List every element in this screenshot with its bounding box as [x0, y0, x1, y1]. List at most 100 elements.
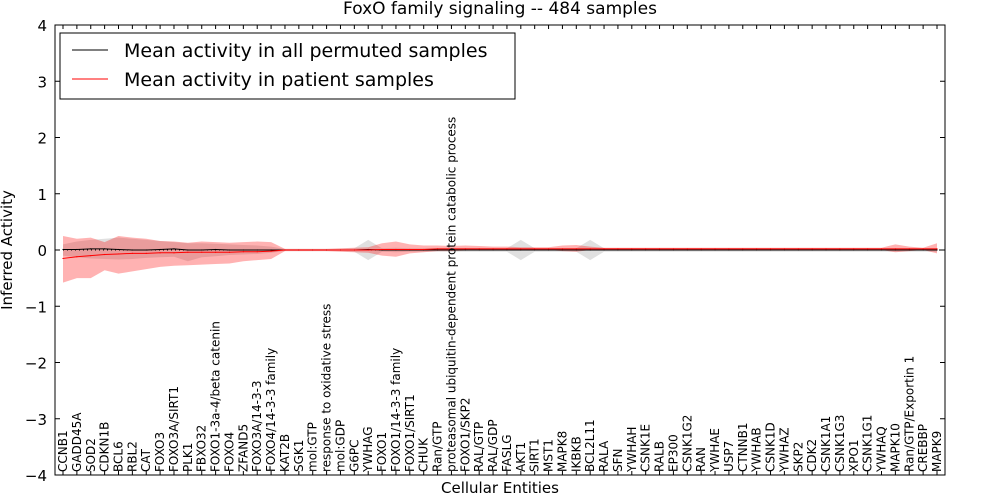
point-series-0-10 [201, 249, 203, 251]
point-series-1-8 [173, 252, 175, 254]
point-series-0-13 [242, 249, 244, 251]
x-tick-label: SOD2 [84, 438, 98, 472]
x-tick-label: CCNB1 [56, 430, 70, 472]
point-series-1-45 [686, 248, 688, 250]
point-series-0-55 [825, 249, 827, 251]
point-series-1-26 [423, 248, 425, 251]
point-series-1-24 [395, 248, 397, 251]
point-series-1-35 [547, 248, 550, 250]
point-series-1-20 [339, 249, 342, 251]
point-series-1-19 [325, 249, 328, 251]
y-tick-label: 1 [37, 186, 47, 204]
y-tick-label: −3 [25, 411, 47, 429]
y-tick-label: 2 [37, 130, 47, 148]
point-series-1-28 [450, 248, 453, 250]
point-series-0-62 [922, 249, 924, 251]
point-series-0-11 [215, 248, 217, 251]
point-series-1-55 [825, 248, 827, 250]
x-tick-label: FOXO3A/SIRT1 [167, 386, 181, 472]
x-tick-label: BCL6 [111, 441, 125, 472]
point-series-0-12 [228, 249, 231, 251]
line-series-0 [63, 248, 937, 251]
point-series-1-17 [298, 249, 300, 251]
x-tick-label: MAPK10 [888, 423, 902, 472]
point-series-0-47 [714, 249, 716, 251]
point-series-0-54 [811, 249, 813, 251]
x-axis-ticks: CCNB1 GADD45A SOD2 CDKN1B BCL6 RBL2 CAT FOXO3 FO… [56, 25, 944, 475]
point-series-0-61 [908, 249, 910, 251]
x-tick-label: BCL2L11 [583, 419, 597, 472]
point-series-1-32 [506, 248, 508, 250]
point-series-0-37 [575, 249, 577, 251]
x-tick-label: FBXO32 [195, 425, 209, 472]
point-series-1-56 [839, 248, 841, 250]
x-tick-label: CREBBP [916, 424, 930, 472]
point-series-0-42 [645, 249, 647, 251]
point-series-0-53 [797, 249, 799, 251]
point-series-0-1 [76, 248, 78, 251]
point-series-0-51 [769, 249, 772, 251]
point-series-1-37 [575, 248, 577, 250]
point-series-1-10 [201, 251, 203, 253]
x-tick-label: PLK1 [181, 443, 195, 472]
point-series-0-33 [520, 249, 522, 251]
x-tick-label: SGK1 [292, 440, 306, 472]
point-series-0-48 [728, 249, 730, 251]
point-series-1-2 [90, 255, 92, 257]
point-series-0-46 [700, 249, 702, 251]
x-tick-label: FOXO1/14-3-3 family [389, 348, 403, 472]
x-tick-label: EP300 [666, 434, 680, 472]
point-series-0-34 [534, 249, 536, 251]
x-tick-label: SFN [611, 449, 625, 473]
point-series-1-53 [797, 248, 799, 250]
point-series-1-3 [104, 253, 106, 256]
x-tick-label: Ran/GTP [431, 421, 445, 472]
point-series-0-15 [270, 249, 272, 251]
x-tick-label: FOXO4/14-3-3 family [264, 348, 278, 472]
band-series-1 [63, 235, 937, 283]
point-series-0-44 [672, 249, 675, 251]
x-tick-label: mol:GDP [333, 420, 347, 472]
point-series-1-7 [159, 252, 161, 254]
x-tick-label: MAPK8 [555, 431, 569, 472]
point-series-0-4 [117, 248, 120, 251]
point-series-0-7 [159, 248, 161, 251]
band-series-0 [63, 237, 937, 262]
y-tick-label: 4 [37, 17, 47, 35]
x-tick-label: RBL2 [125, 441, 139, 472]
x-tick-label: FOXO1-3a-4/beta catenin [209, 321, 223, 472]
point-series-1-40 [617, 248, 619, 250]
point-series-0-27 [436, 249, 439, 251]
point-series-1-36 [561, 248, 564, 250]
point-series-1-0 [62, 257, 64, 260]
x-tick-label: RAL/GDP [486, 419, 500, 472]
point-series-0-63 [936, 249, 938, 251]
point-series-0-50 [756, 249, 758, 251]
point-series-1-21 [353, 249, 355, 251]
point-series-0-45 [686, 249, 688, 251]
x-tick-label: RAL/GTP [472, 422, 486, 472]
x-tick-label: CHUK [417, 437, 431, 472]
x-tick-label: MST1 [542, 439, 556, 472]
x-tick-label: YWHAG [361, 426, 375, 473]
point-series-1-54 [811, 248, 813, 250]
x-tick-label: USP7 [722, 441, 736, 472]
point-series-1-46 [700, 248, 702, 250]
x-tick-label: SKP2 [791, 442, 805, 472]
point-series-1-13 [242, 251, 244, 253]
point-series-1-1 [76, 256, 78, 258]
point-series-0-9 [187, 249, 189, 251]
chart-title: FoxO family signaling -- 484 samples [343, 0, 657, 19]
x-tick-label: IKBKB [569, 436, 583, 472]
point-series-1-29 [464, 248, 466, 250]
x-tick-label: GADD45A [70, 412, 84, 472]
line-series-1 [62, 248, 937, 259]
point-series-0-58 [867, 249, 869, 251]
legend: Mean activity in all permuted samples Me… [59, 32, 516, 100]
x-tick-label: RALA [597, 440, 611, 472]
x-tick-label: XPO1 [847, 439, 861, 472]
x-tick-label: AKT1 [514, 442, 528, 472]
point-series-1-4 [117, 253, 120, 255]
point-series-1-15 [270, 250, 272, 252]
point-series-1-34 [534, 248, 536, 250]
